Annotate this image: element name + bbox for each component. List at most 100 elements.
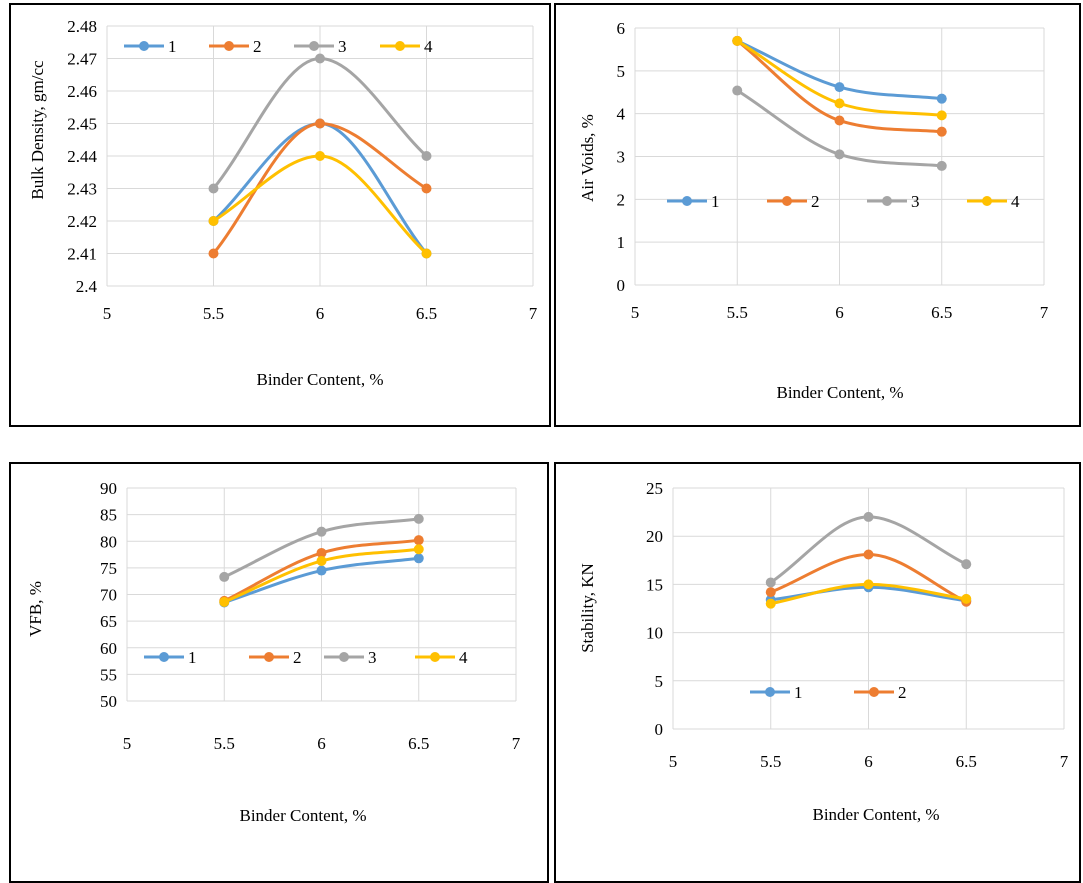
y-tick-label: 85: [100, 506, 117, 525]
legend-label-4: 4: [459, 648, 468, 667]
x-tick-label: 6: [316, 304, 325, 323]
air-voids-chart-panel: 0 1 2 3 4 5 6 5 5.5 6 6.5 7 Binder Content, % Air Voi…: [554, 3, 1081, 427]
x-axis-label: Binder Content, %: [239, 806, 366, 825]
x-tick-label: 6: [835, 303, 844, 322]
data-point-series-4: [863, 579, 874, 590]
data-point-series-4: [421, 248, 432, 259]
data-point-series-2: [316, 547, 327, 558]
vfb-chart: 50 55 60 65 70 75 80 85 90 5 5.5 6 6.5 7 Binder Conten…: [26, 479, 521, 825]
x-tick-label: 6: [317, 734, 326, 753]
y-tick-label: 75: [100, 559, 117, 578]
y-tick-label: 0: [617, 276, 626, 295]
legend-marker-2: [782, 196, 792, 206]
bulk-density-chart-panel: 2.4 2.41 2.42 2.43 2.44 2.45 2.46 2.47 2.48 5 5.5 6…: [9, 3, 551, 427]
y-tick-label: 2.4: [76, 277, 98, 296]
y-tick-label: 0: [655, 720, 664, 739]
data-point-series-2: [834, 115, 845, 126]
y-tick-label: 5: [617, 62, 626, 81]
legend-label-2: 2: [898, 683, 907, 702]
y-tick-label: 2.43: [67, 180, 97, 199]
legend-label-4: 4: [1011, 192, 1020, 211]
y-tick-label: 2.46: [67, 82, 97, 101]
legend: 1 2 3 4: [124, 37, 433, 56]
data-point-series-1: [413, 553, 424, 564]
data-point-series-2: [765, 587, 776, 598]
x-tick-label: 5: [103, 304, 112, 323]
data-point-series-3: [219, 571, 230, 582]
data-point-series-3: [732, 85, 743, 96]
y-tick-label: 65: [100, 612, 117, 631]
legend-marker-1: [682, 196, 692, 206]
x-tick-label: 7: [512, 734, 521, 753]
data-point-series-1: [834, 82, 845, 93]
x-tick-label: 6.5: [416, 304, 437, 323]
y-tick-label: 10: [646, 624, 663, 643]
legend-marker-1: [159, 652, 169, 662]
y-tick-label: 80: [100, 532, 117, 551]
legend-label-3: 3: [338, 37, 347, 56]
legend-label-2: 2: [253, 37, 262, 56]
data-point-series-4: [936, 110, 947, 121]
y-tick-label: 90: [100, 479, 117, 498]
data-point-series-4: [765, 598, 776, 609]
legend-label-2: 2: [811, 192, 820, 211]
x-axis-label: Binder Content, %: [776, 383, 903, 402]
y-tick-label: 2.45: [67, 115, 97, 134]
y-tick-label: 2.44: [67, 147, 97, 166]
y-tick-label: 1: [617, 233, 626, 252]
legend: 1 2 3 4: [667, 192, 1020, 211]
x-tick-label: 6.5: [931, 303, 952, 322]
legend-marker-2: [224, 41, 234, 51]
bulk-density-chart: 2.4 2.41 2.42 2.43 2.44 2.45 2.46 2.47 2.48 5 5.5 6…: [28, 17, 538, 389]
data-point-series-3: [765, 577, 776, 588]
data-point-series-4: [413, 544, 424, 555]
y-tick-label: 5: [655, 672, 664, 691]
x-tick-label: 6.5: [408, 734, 429, 753]
data-point-series-4: [208, 216, 219, 226]
data-point-series-4: [834, 98, 845, 109]
data-point-series-3: [421, 151, 432, 161]
data-point-series-3: [413, 513, 424, 524]
y-tick-label: 2.47: [67, 50, 97, 69]
y-tick-label: 50: [100, 692, 117, 711]
x-axis-label: Binder Content, %: [812, 805, 939, 824]
air-voids-chart: 0 1 2 3 4 5 6 5 5.5 6 6.5 7 Binder Content, % Air Voi…: [578, 19, 1049, 402]
x-tick-label: 5.5: [760, 752, 781, 771]
data-point-series-2: [863, 549, 874, 560]
x-tick-label: 5.5: [727, 303, 748, 322]
data-point-series-2: [208, 248, 219, 259]
data-point-series-3: [316, 526, 327, 537]
y-tick-label: 2.42: [67, 212, 97, 231]
legend-marker-3: [882, 196, 892, 206]
data-point-series-4: [219, 596, 230, 607]
y-tick-label: 2: [617, 190, 626, 209]
data-point-series-3: [961, 559, 972, 570]
y-axis-label: Stability, KN: [578, 563, 597, 653]
data-point-series-1: [936, 93, 947, 104]
y-tick-label: 4: [617, 105, 626, 124]
data-point-series-3: [834, 149, 845, 160]
y-axis-label: Bulk Density, gm/cc: [28, 60, 47, 200]
data-point-series-2: [421, 183, 432, 194]
vfb-chart-panel: 50 55 60 65 70 75 80 85 90 5 5.5 6 6.5 7 Binder Conten…: [9, 462, 549, 883]
stability-chart-panel: 0 5 10 15 20 25 5 5.5 6 6.5 7 Binder Content, % Stab…: [554, 462, 1081, 883]
y-tick-label: 2.48: [67, 17, 97, 36]
data-point-series-2: [315, 118, 325, 129]
y-tick-label: 2.41: [67, 245, 97, 264]
legend-marker-4: [982, 196, 992, 206]
x-tick-label: 7: [1060, 752, 1069, 771]
legend-marker-3: [309, 41, 319, 51]
legend-label-1: 1: [188, 648, 197, 667]
data-point-series-1: [316, 565, 327, 576]
data-point-series-4: [316, 555, 327, 566]
legend-marker-1: [139, 41, 149, 51]
y-tick-label: 20: [646, 527, 663, 546]
y-tick-label: 55: [100, 665, 117, 684]
y-tick-label: 70: [100, 586, 117, 605]
y-tick-label: 60: [100, 639, 117, 658]
legend-marker-4: [430, 652, 440, 662]
x-tick-label: 5.5: [203, 304, 224, 323]
x-tick-label: 7: [529, 304, 538, 323]
y-tick-label: 6: [617, 19, 626, 38]
